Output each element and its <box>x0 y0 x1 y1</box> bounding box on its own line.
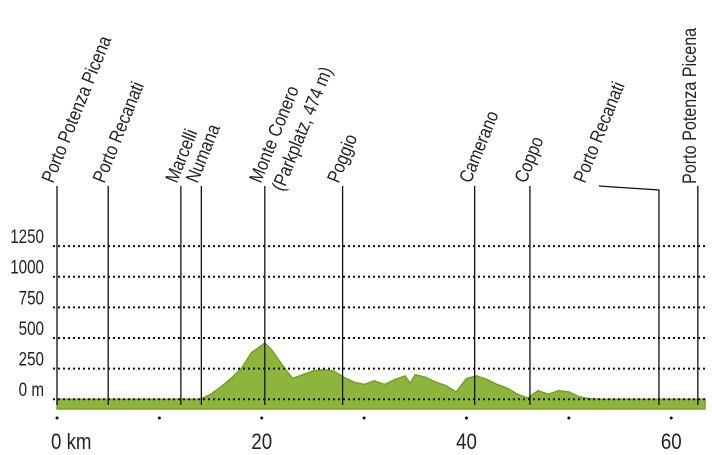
x-tick <box>669 416 673 420</box>
annotation-label: Poggio <box>323 131 362 186</box>
y-tick-label: 250 <box>19 348 44 370</box>
x-tick-label: 40 <box>456 431 477 455</box>
x-tick <box>464 416 468 420</box>
annotation-label: Coppo <box>510 133 548 185</box>
x-minor-tick <box>362 416 366 420</box>
annotation-label: Porto Recanati <box>88 79 148 186</box>
y-tick-label: 0 m <box>19 379 44 401</box>
x-minor-tick <box>567 416 571 420</box>
annotation-label: Porto Potenza Picena <box>679 28 701 184</box>
y-tick-label: 750 <box>19 287 44 309</box>
elevation-area <box>56 341 706 410</box>
x-tick-label: 60 <box>661 431 682 455</box>
x-minor-tick <box>157 416 161 420</box>
annotation-label: Camerano <box>455 107 503 185</box>
annotation-label: Porto Recanati <box>569 79 629 186</box>
annotation-line <box>598 185 660 405</box>
y-tick-label: 1000 <box>10 256 44 278</box>
y-tick-label: 1250 <box>10 225 44 247</box>
x-tick-label: 0 km <box>51 431 92 455</box>
x-tick <box>55 416 59 420</box>
x-tick-label: 20 <box>251 431 272 455</box>
y-tick-label: 500 <box>19 317 44 339</box>
x-tick <box>260 416 264 420</box>
